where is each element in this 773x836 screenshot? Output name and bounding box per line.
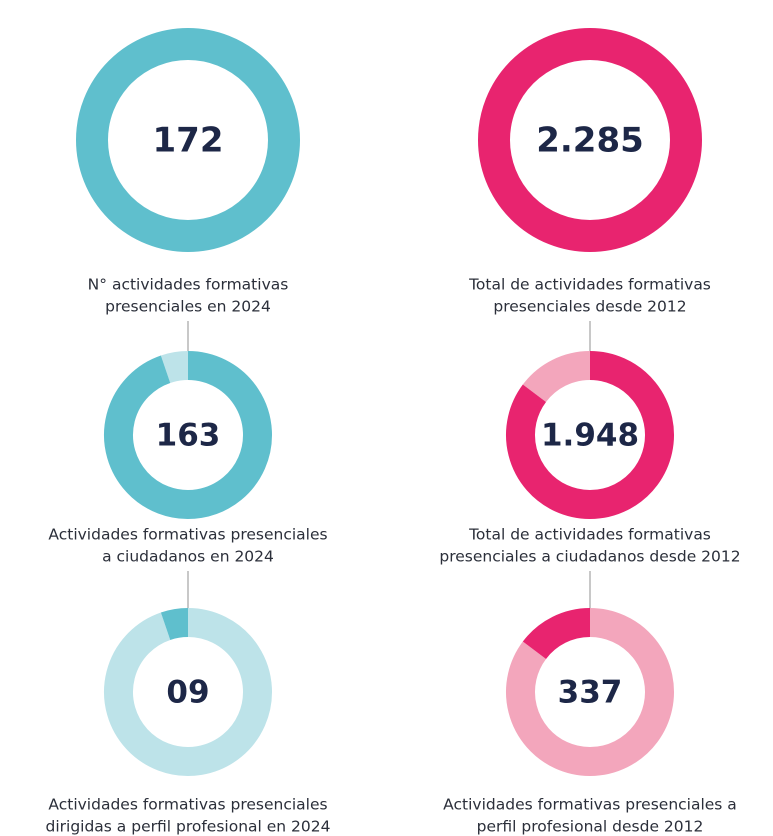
caption: Total de actividades formativas (468, 276, 711, 294)
donut-remainder (506, 608, 674, 776)
donut-remainder (160, 351, 189, 384)
donut-value: 2.285 (536, 121, 644, 161)
caption: perfil profesional desde 2012 (477, 818, 704, 836)
donut-remainder (104, 608, 272, 776)
donut-segment (104, 351, 272, 519)
donut-ring (478, 28, 702, 252)
caption: Actividades formativas presenciales (48, 796, 327, 814)
donut-segment (522, 608, 591, 660)
donut-value: 09 (166, 675, 209, 711)
caption: presenciales desde 2012 (493, 298, 686, 316)
caption: dirigidas a perfil profesional en 2024 (46, 818, 331, 836)
caption: Total de actividades formativas (468, 526, 711, 544)
caption: presenciales en 2024 (105, 298, 271, 316)
caption: Actividades formativas presenciales a (443, 796, 737, 814)
donut-value: 163 (156, 418, 221, 454)
caption: presenciales a ciudadanos desde 2012 (439, 548, 740, 566)
donut-value: 1.948 (541, 418, 639, 454)
caption: N° actividades formativas (88, 276, 289, 294)
donut-segment (160, 608, 189, 641)
donut-value: 337 (558, 675, 623, 711)
caption: Actividades formativas presenciales (48, 526, 327, 544)
donut-segment (506, 351, 674, 519)
donut-ring (76, 28, 300, 252)
donut-value: 172 (153, 121, 224, 161)
donut-remainder (522, 351, 591, 403)
caption: a ciudadanos en 2024 (102, 548, 274, 566)
